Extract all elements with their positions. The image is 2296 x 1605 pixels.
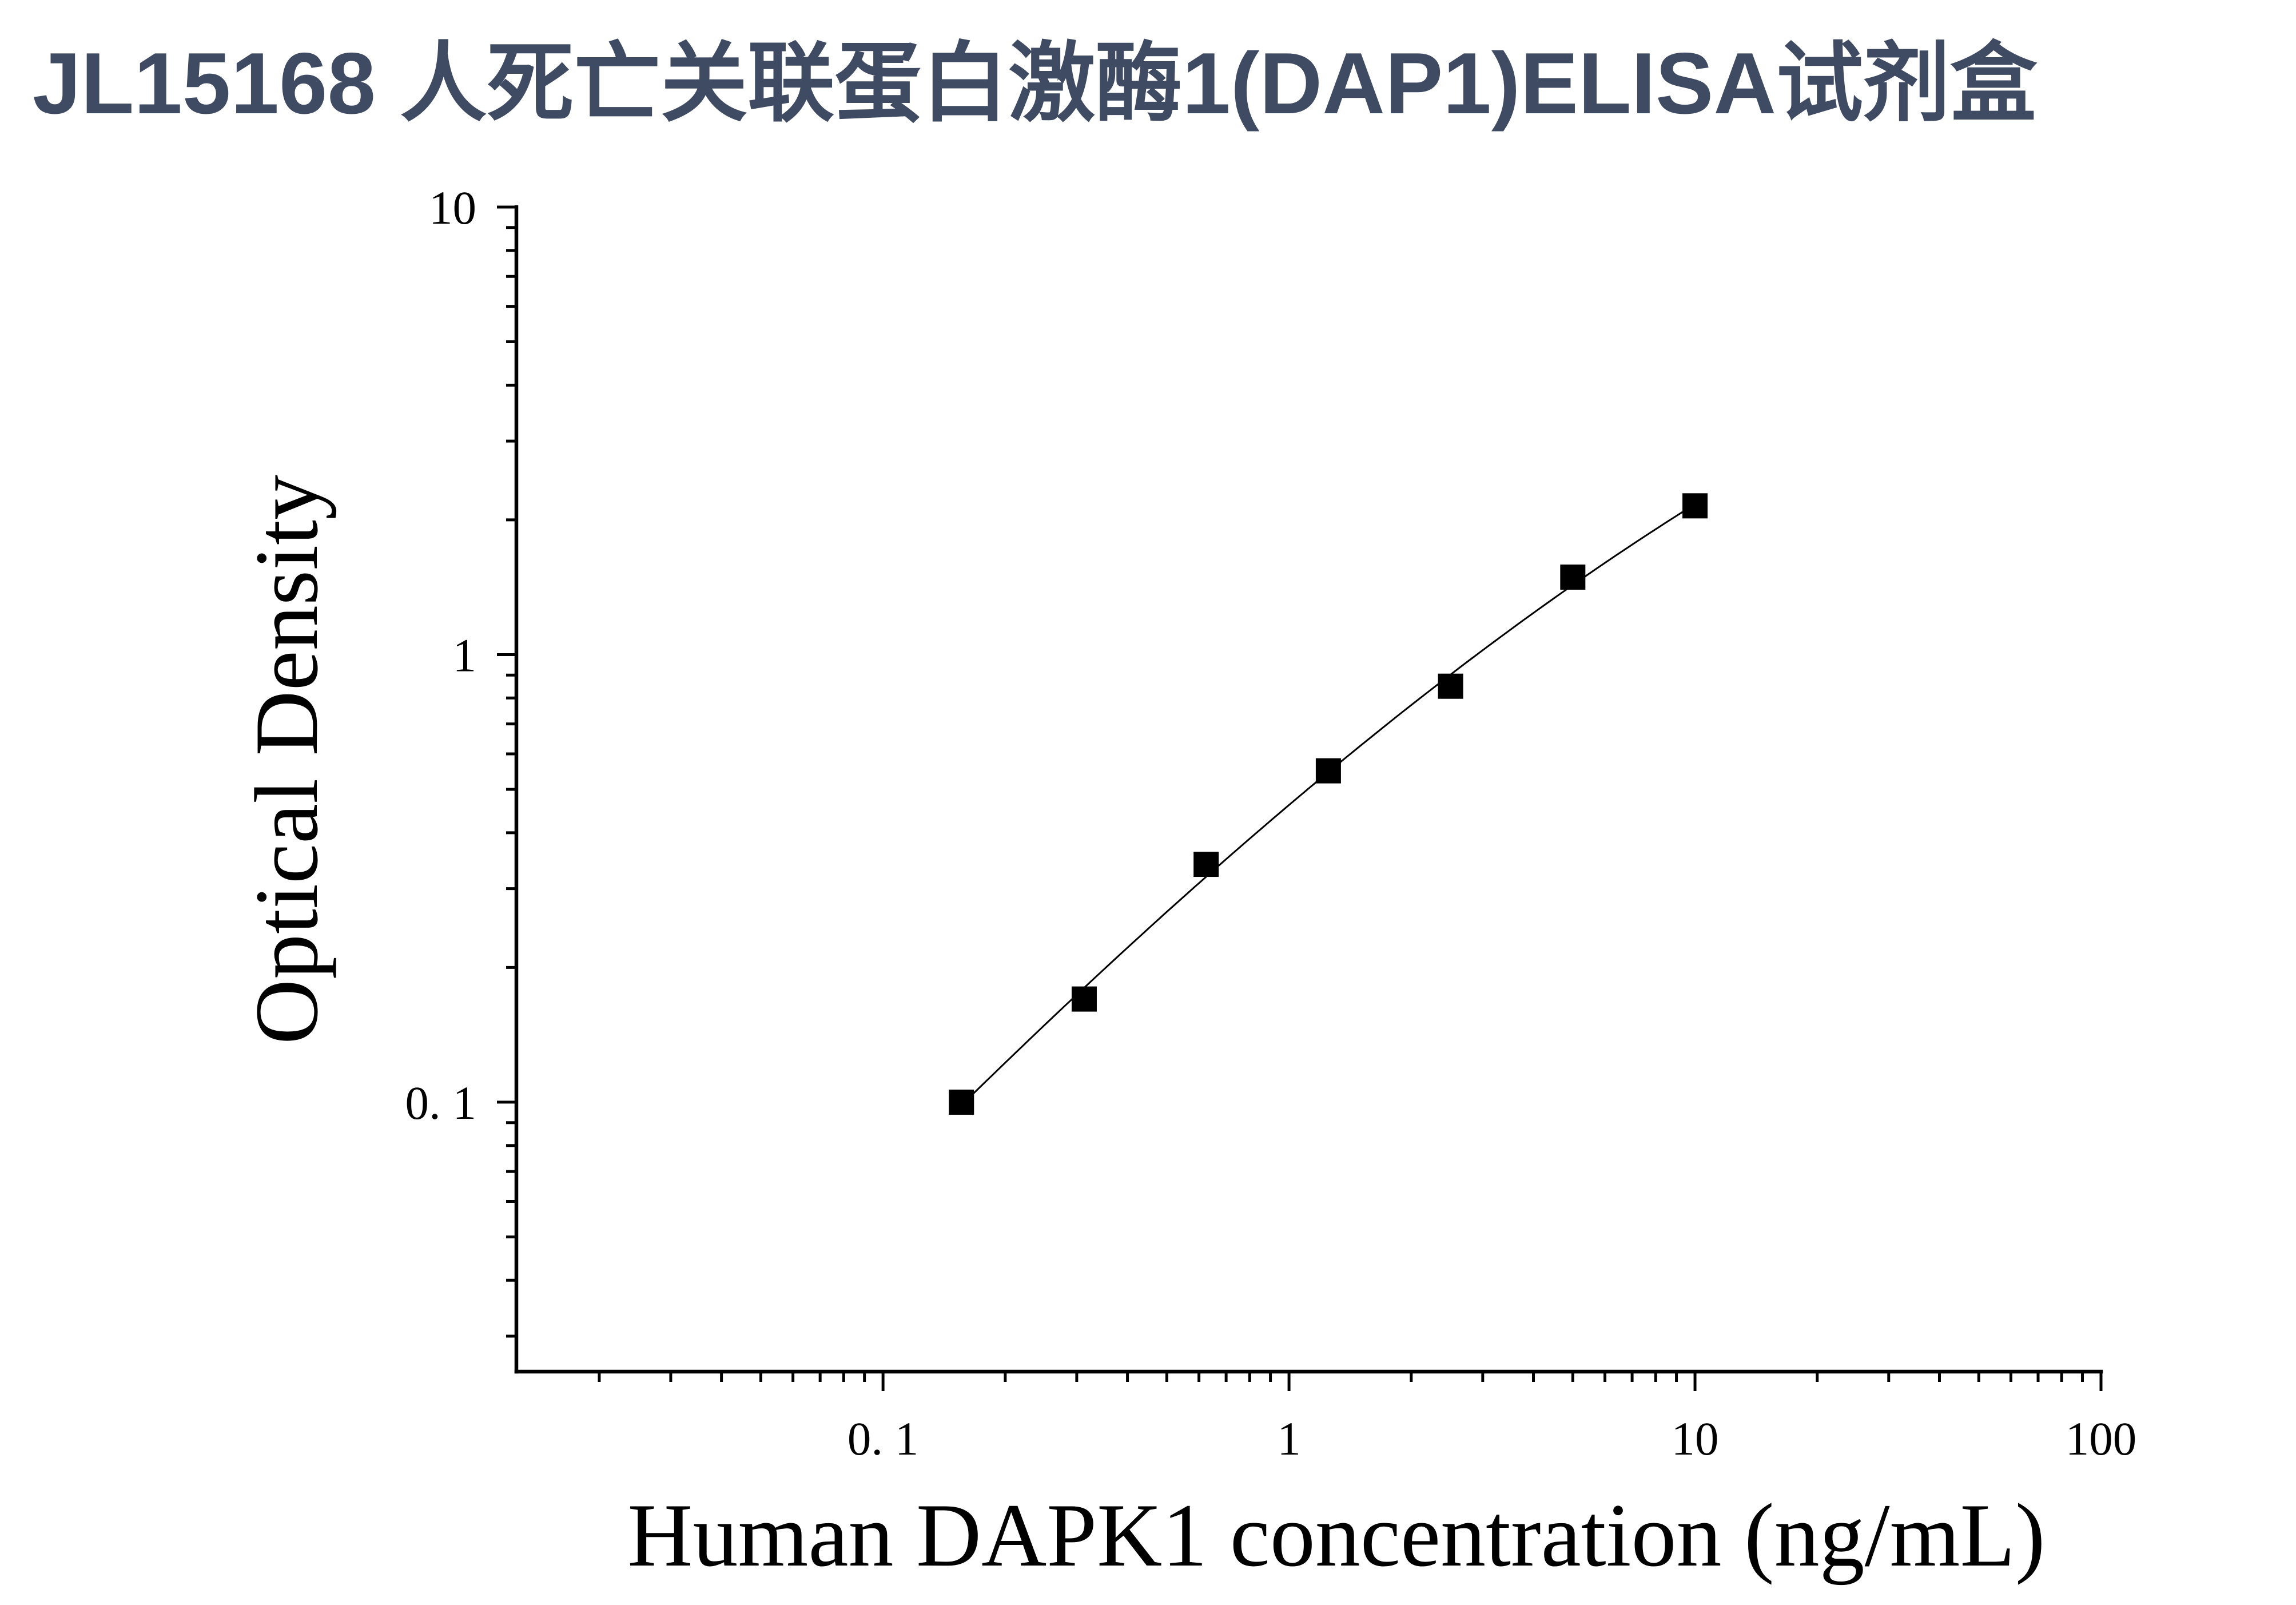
fit-curve (961, 503, 1696, 1106)
data-point (1193, 852, 1219, 877)
x-tick-label: 1 (1277, 1412, 1301, 1465)
minor-ticks (506, 226, 2084, 1382)
data-point (1071, 986, 1097, 1012)
x-tick-label: 100 (2066, 1412, 2137, 1465)
x-tick-label: 10 (1672, 1412, 1719, 1465)
data-point (1682, 493, 1708, 519)
major-ticks (497, 205, 2103, 1391)
tick-labels: 0. 1 1 10 100 0. 1 1 10 (405, 181, 2137, 1465)
y-tick-label: 0. 1 (405, 1076, 477, 1129)
data-points (949, 493, 1708, 1115)
data-point (1560, 564, 1586, 590)
page-title: JL15168 人死亡关联蛋白激酶1(DAP1)ELISA试剂盒 (33, 35, 2038, 132)
x-tick-label: 0. 1 (847, 1412, 919, 1465)
y-tick-label: 1 (453, 629, 477, 681)
y-tick-label: 10 (429, 181, 476, 234)
y-axis-title: Optical Density (237, 475, 337, 1044)
data-point (1438, 673, 1463, 699)
data-point (949, 1089, 974, 1115)
axes (514, 205, 2103, 1374)
data-point (1315, 758, 1341, 784)
x-axis-title: Human DAPK1 concentration (ng/mL) (627, 1485, 2045, 1586)
